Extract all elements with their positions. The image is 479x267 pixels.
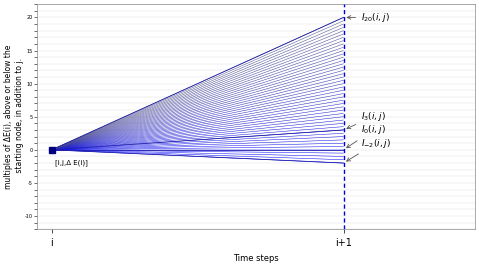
Y-axis label: multiples of ΔE(i), above or below the
 starting node, in addition to j.: multiples of ΔE(i), above or below the s… [4, 45, 23, 189]
X-axis label: Time steps: Time steps [233, 254, 279, 263]
Text: $I_{-2}(i, j)$: $I_{-2}(i, j)$ [347, 137, 391, 161]
Text: $I_{20}(i, j)$: $I_{20}(i, j)$ [347, 11, 390, 24]
Text: $I_3(i, j)$: $I_3(i, j)$ [347, 110, 386, 129]
Text: $I_0(i, j)$: $I_0(i, j)$ [347, 123, 386, 148]
Text: [i,j,Δ E(i)]: [i,j,Δ E(i)] [55, 160, 88, 167]
